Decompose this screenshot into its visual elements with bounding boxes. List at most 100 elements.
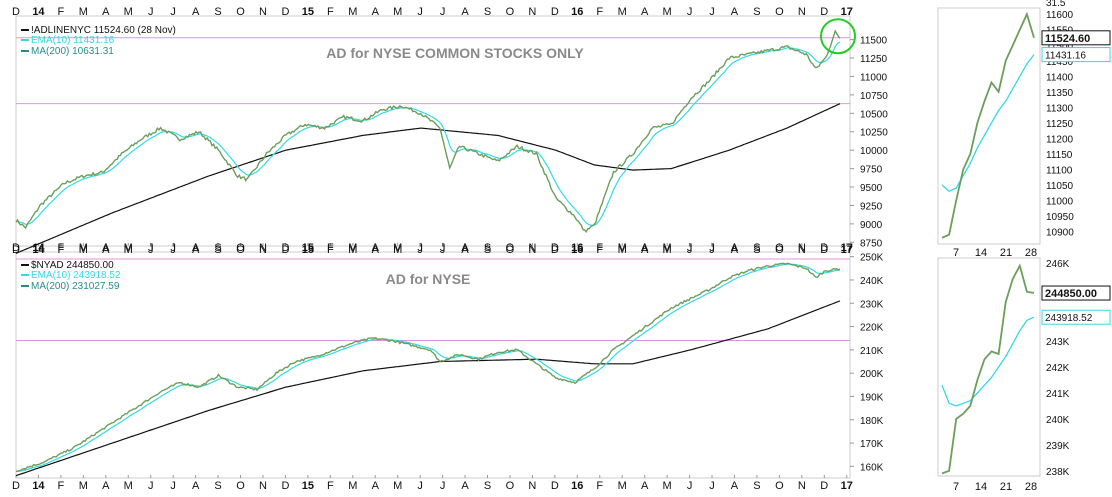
bottom-x-label-bottom: D [551,480,559,492]
bottom-x-label-bottom: N [259,480,267,492]
top-x-label-bottom: M [124,244,133,256]
bottom-legend: $NYAD 244850.00 EMA(10) 243918.52 MA(200… [21,260,121,292]
zoom-bottom-y-tick-label: 242K [1046,363,1070,374]
zoom-bottom-x-tick-label: 28 [1025,481,1037,493]
top-x-label-top: D [281,6,289,18]
top-x-label-top: J [417,6,423,18]
top-x-label-bottom: M [79,244,88,256]
bottom-x-label-bottom: A [102,480,110,492]
bottom-x-label-top: J [148,242,154,254]
zoom-top-y-tick-label: 11600 [1046,10,1074,21]
bottom-y-tick-label: 180K [860,416,884,427]
zoom-bottom-ad-line [941,263,1035,475]
top-x-label-bottom: N [259,244,267,256]
bottom-x-label-top: M [663,242,672,254]
zoom-top-y-tick-label: 11150 [1046,150,1073,161]
bottom-x-label-top: A [372,242,380,254]
top-x-label-top: O [775,6,784,18]
bottom-x-label-bottom: D [820,480,828,492]
bottom-y-tick-label: 170K [860,439,884,450]
zoom-top-panel-frame [937,7,1041,245]
zoom-bottom-ema10-line [941,316,1035,407]
top-x-label-top: M [124,6,133,18]
zoom-bottom-y-tick-label: 239K [1046,441,1070,452]
bottom-x-label-bottom: J [148,480,154,492]
bottom-x-label-top: S [753,242,760,254]
top-x-label-bottom: J [148,244,154,256]
top-x-label-bottom: N [528,244,536,256]
bottom-x-label-bottom: 16 [571,480,583,492]
top-x-label-bottom: M [348,244,357,256]
bottom-x-label-bottom: D [12,480,20,492]
highlight-circle [820,18,856,55]
zoom-bottom-last-value-label: 244850.00 [1045,288,1097,300]
bottom-x-label-bottom: J [417,480,423,492]
top-x-label-top: M [393,6,402,18]
top-x-label-bottom: J [709,244,715,256]
zoom-top-ema-value-box [1041,47,1111,63]
bottom-x-label-top: O [775,242,784,254]
top-x-label-top: F [58,6,65,18]
bottom-x-label-bottom: A [372,480,380,492]
bottom-y-tick-label: 200K [860,369,884,380]
top-x-label-top: F [596,6,603,18]
bottom-x-label-top: S [214,242,221,254]
bottom-x-label-top: F [58,242,65,254]
legend-ma: MA(200) 10631.31 [31,46,114,57]
series-layer [15,11,1035,477]
bottom-x-label-top: A [192,242,200,254]
bottom-x-label-top: J [170,242,176,254]
legend-nyad: $NYAD 244850.00 [31,260,114,271]
bottom-x-label-bottom: A [641,480,649,492]
top-ema10-line [15,41,841,226]
top-y-tick-label: 9500 [860,183,883,194]
zoom-bottom-y-tick-label: 246K [1046,259,1070,270]
bottom-chart-title: AD for NYSE [386,271,471,287]
top-y-tick-label: 9250 [860,201,883,212]
bottom-y-tick-label: 250K [860,253,884,264]
bottom-y-tick-label: 220K [860,323,884,334]
bottom-x-label-bottom: M [79,480,88,492]
bottom-x-label-top: S [484,242,491,254]
label-layer: 8750 9000 9250 9500 9750 10000 10250 10500 10750… [12,0,1111,493]
zoom-top-y-tick-label: 11450 [1046,57,1074,68]
zoom-top-x-tick-label: 7 [953,247,959,259]
top-ad-line [15,29,841,234]
bottom-x-label-top: A [641,242,649,254]
zoom-bottom-ema-value-label: 243918.52 [1045,313,1093,324]
bottom-x-label-bottom: A [192,480,200,492]
bottom-x-label-top: O [506,242,515,254]
zoom-top-top-tick-label: 31.5 [1046,0,1066,9]
top-x-label-bottom: A [372,244,380,256]
zoom-top-y-tick-label: 11400 [1046,72,1074,83]
top-x-label-top: A [731,6,739,18]
bottom-x-label-top: J [709,242,715,254]
zoom-top-x-tick-label: 21 [1000,247,1012,259]
bottom-x-label-top: F [327,242,334,254]
top-x-label-bottom: D [820,244,828,256]
top-x-label-top: M [348,6,357,18]
top-x-label-bottom: J [440,244,446,256]
top-x-label-top: D [12,6,20,18]
zoom-top-y-tick-label: 11300 [1046,103,1074,114]
bottom-x-label-bottom: M [393,480,402,492]
top-y-tick-label: 10750 [860,91,888,102]
bottom-x-label-bottom: 17 [841,480,853,492]
zoom-top-y-tick-label: 11000 [1046,197,1074,208]
top-x-label-bottom: O [775,244,784,256]
top-x-label-top: A [192,6,200,18]
bottom-x-label-bottom: M [618,480,627,492]
top-x-label-bottom: O [236,244,245,256]
top-x-label-bottom: S [214,244,221,256]
bottom-x-label-top: M [348,242,357,254]
bottom-x-label-top: D [820,242,828,254]
top-panel-frame [15,15,851,247]
top-x-label-bottom: A [461,244,469,256]
bottom-x-label-top: M [124,242,133,254]
bottom-x-label-bottom: F [596,480,603,492]
bottom-x-label-top: M [79,242,88,254]
top-x-label-top: S [214,6,221,18]
top-x-label-bottom: A [731,244,739,256]
top-x-label-top: J [440,6,446,18]
top-y-tick-label: 10500 [860,109,888,120]
